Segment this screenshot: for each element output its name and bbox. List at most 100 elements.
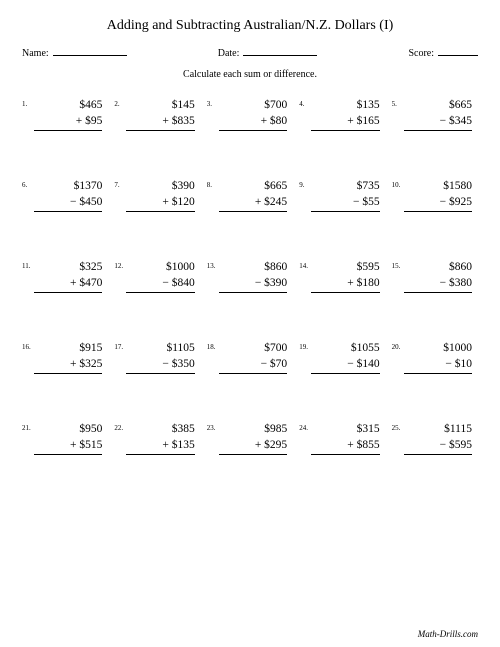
problem-number: 1. [22,98,34,108]
problem-number: 18. [207,341,219,351]
problem-number: 7. [114,179,126,189]
operand-a: $665 [404,98,472,114]
problem-number: 9. [299,179,311,189]
problem-math: $390+ $120 [126,179,200,212]
problem-number: 11. [22,260,34,270]
problem-math: $1055− $140 [311,341,385,374]
operand-b: + $95 [34,114,102,132]
problem-math: $135+ $165 [311,98,385,131]
problem-grid: 1.$465+ $952.$145+ $8353.$700+ $804.$135… [22,98,478,455]
problem: 9.$735− $55 [299,179,385,212]
operand-a: $1000 [126,260,194,276]
problem: 6.$1370− $450 [22,179,108,212]
operand-a: $665 [219,179,287,195]
problem-number: 16. [22,341,34,351]
problem: 4.$135+ $165 [299,98,385,131]
operand-b: − $595 [404,438,472,456]
problem-number: 12. [114,260,126,270]
problem-math: $315+ $855 [311,422,385,455]
problem: 17.$1105− $350 [114,341,200,374]
problem: 24.$315+ $855 [299,422,385,455]
problem: 16.$915+ $325 [22,341,108,374]
problem-math: $1000− $840 [126,260,200,293]
problem: 1.$465+ $95 [22,98,108,131]
problem-math: $1105− $350 [126,341,200,374]
problem-number: 17. [114,341,126,351]
problem: 14.$595+ $180 [299,260,385,293]
problem-number: 3. [207,98,219,108]
operand-a: $860 [219,260,287,276]
operand-b: + $295 [219,438,287,456]
name-field: Name: [22,46,127,59]
operand-b: + $120 [126,195,194,213]
operand-a: $595 [311,260,379,276]
operand-a: $145 [126,98,194,114]
score-line [438,46,478,56]
problem-math: $385+ $135 [126,422,200,455]
problem-number: 22. [114,422,126,432]
operand-a: $860 [404,260,472,276]
problem: 21.$950+ $515 [22,422,108,455]
date-label: Date: [218,48,240,59]
operand-b: + $855 [311,438,379,456]
problem-math: $985+ $295 [219,422,293,455]
instructions: Calculate each sum or difference. [22,69,478,80]
problem-number: 4. [299,98,311,108]
problem-math: $1000− $10 [404,341,478,374]
problem: 20.$1000− $10 [392,341,478,374]
problem: 18.$700− $70 [207,341,293,374]
problem-math: $700+ $80 [219,98,293,131]
problem-number: 20. [392,341,404,351]
problem-math: $860− $390 [219,260,293,293]
problem-math: $665− $345 [404,98,478,131]
operand-b: − $70 [219,357,287,375]
operand-b: − $840 [126,276,194,294]
operand-b: − $380 [404,276,472,294]
operand-a: $315 [311,422,379,438]
operand-a: $385 [126,422,194,438]
operand-b: − $925 [404,195,472,213]
operand-b: + $165 [311,114,379,132]
problem: 13.$860− $390 [207,260,293,293]
operand-b: + $180 [311,276,379,294]
operand-b: + $835 [126,114,194,132]
problem-number: 13. [207,260,219,270]
problem-number: 6. [22,179,34,189]
operand-a: $1115 [404,422,472,438]
problem-math: $950+ $515 [34,422,108,455]
problem: 10.$1580− $925 [392,179,478,212]
name-label: Name: [22,48,49,59]
date-field: Date: [218,46,318,59]
problem-number: 14. [299,260,311,270]
problem-number: 23. [207,422,219,432]
operand-a: $735 [311,179,379,195]
operand-a: $390 [126,179,194,195]
operand-b: − $450 [34,195,102,213]
problem: 23.$985+ $295 [207,422,293,455]
operand-a: $1105 [126,341,194,357]
problem: 7.$390+ $120 [114,179,200,212]
info-row: Name: Date: Score: [22,46,478,59]
operand-a: $700 [219,98,287,114]
problem-number: 24. [299,422,311,432]
operand-b: − $345 [404,114,472,132]
operand-a: $915 [34,341,102,357]
operand-b: + $325 [34,357,102,375]
problem-math: $325+ $470 [34,260,108,293]
problem: 25.$1115− $595 [392,422,478,455]
problem-math: $700− $70 [219,341,293,374]
problem-number: 21. [22,422,34,432]
problem-math: $665+ $245 [219,179,293,212]
problem: 11.$325+ $470 [22,260,108,293]
problem-math: $915+ $325 [34,341,108,374]
problem-math: $595+ $180 [311,260,385,293]
footer: Math-Drills.com [418,629,478,639]
operand-b: + $470 [34,276,102,294]
problem-math: $735− $55 [311,179,385,212]
operand-a: $1055 [311,341,379,357]
operand-b: + $515 [34,438,102,456]
page-title: Adding and Subtracting Australian/N.Z. D… [22,18,478,34]
operand-a: $950 [34,422,102,438]
problem-number: 19. [299,341,311,351]
operand-b: − $55 [311,195,379,213]
